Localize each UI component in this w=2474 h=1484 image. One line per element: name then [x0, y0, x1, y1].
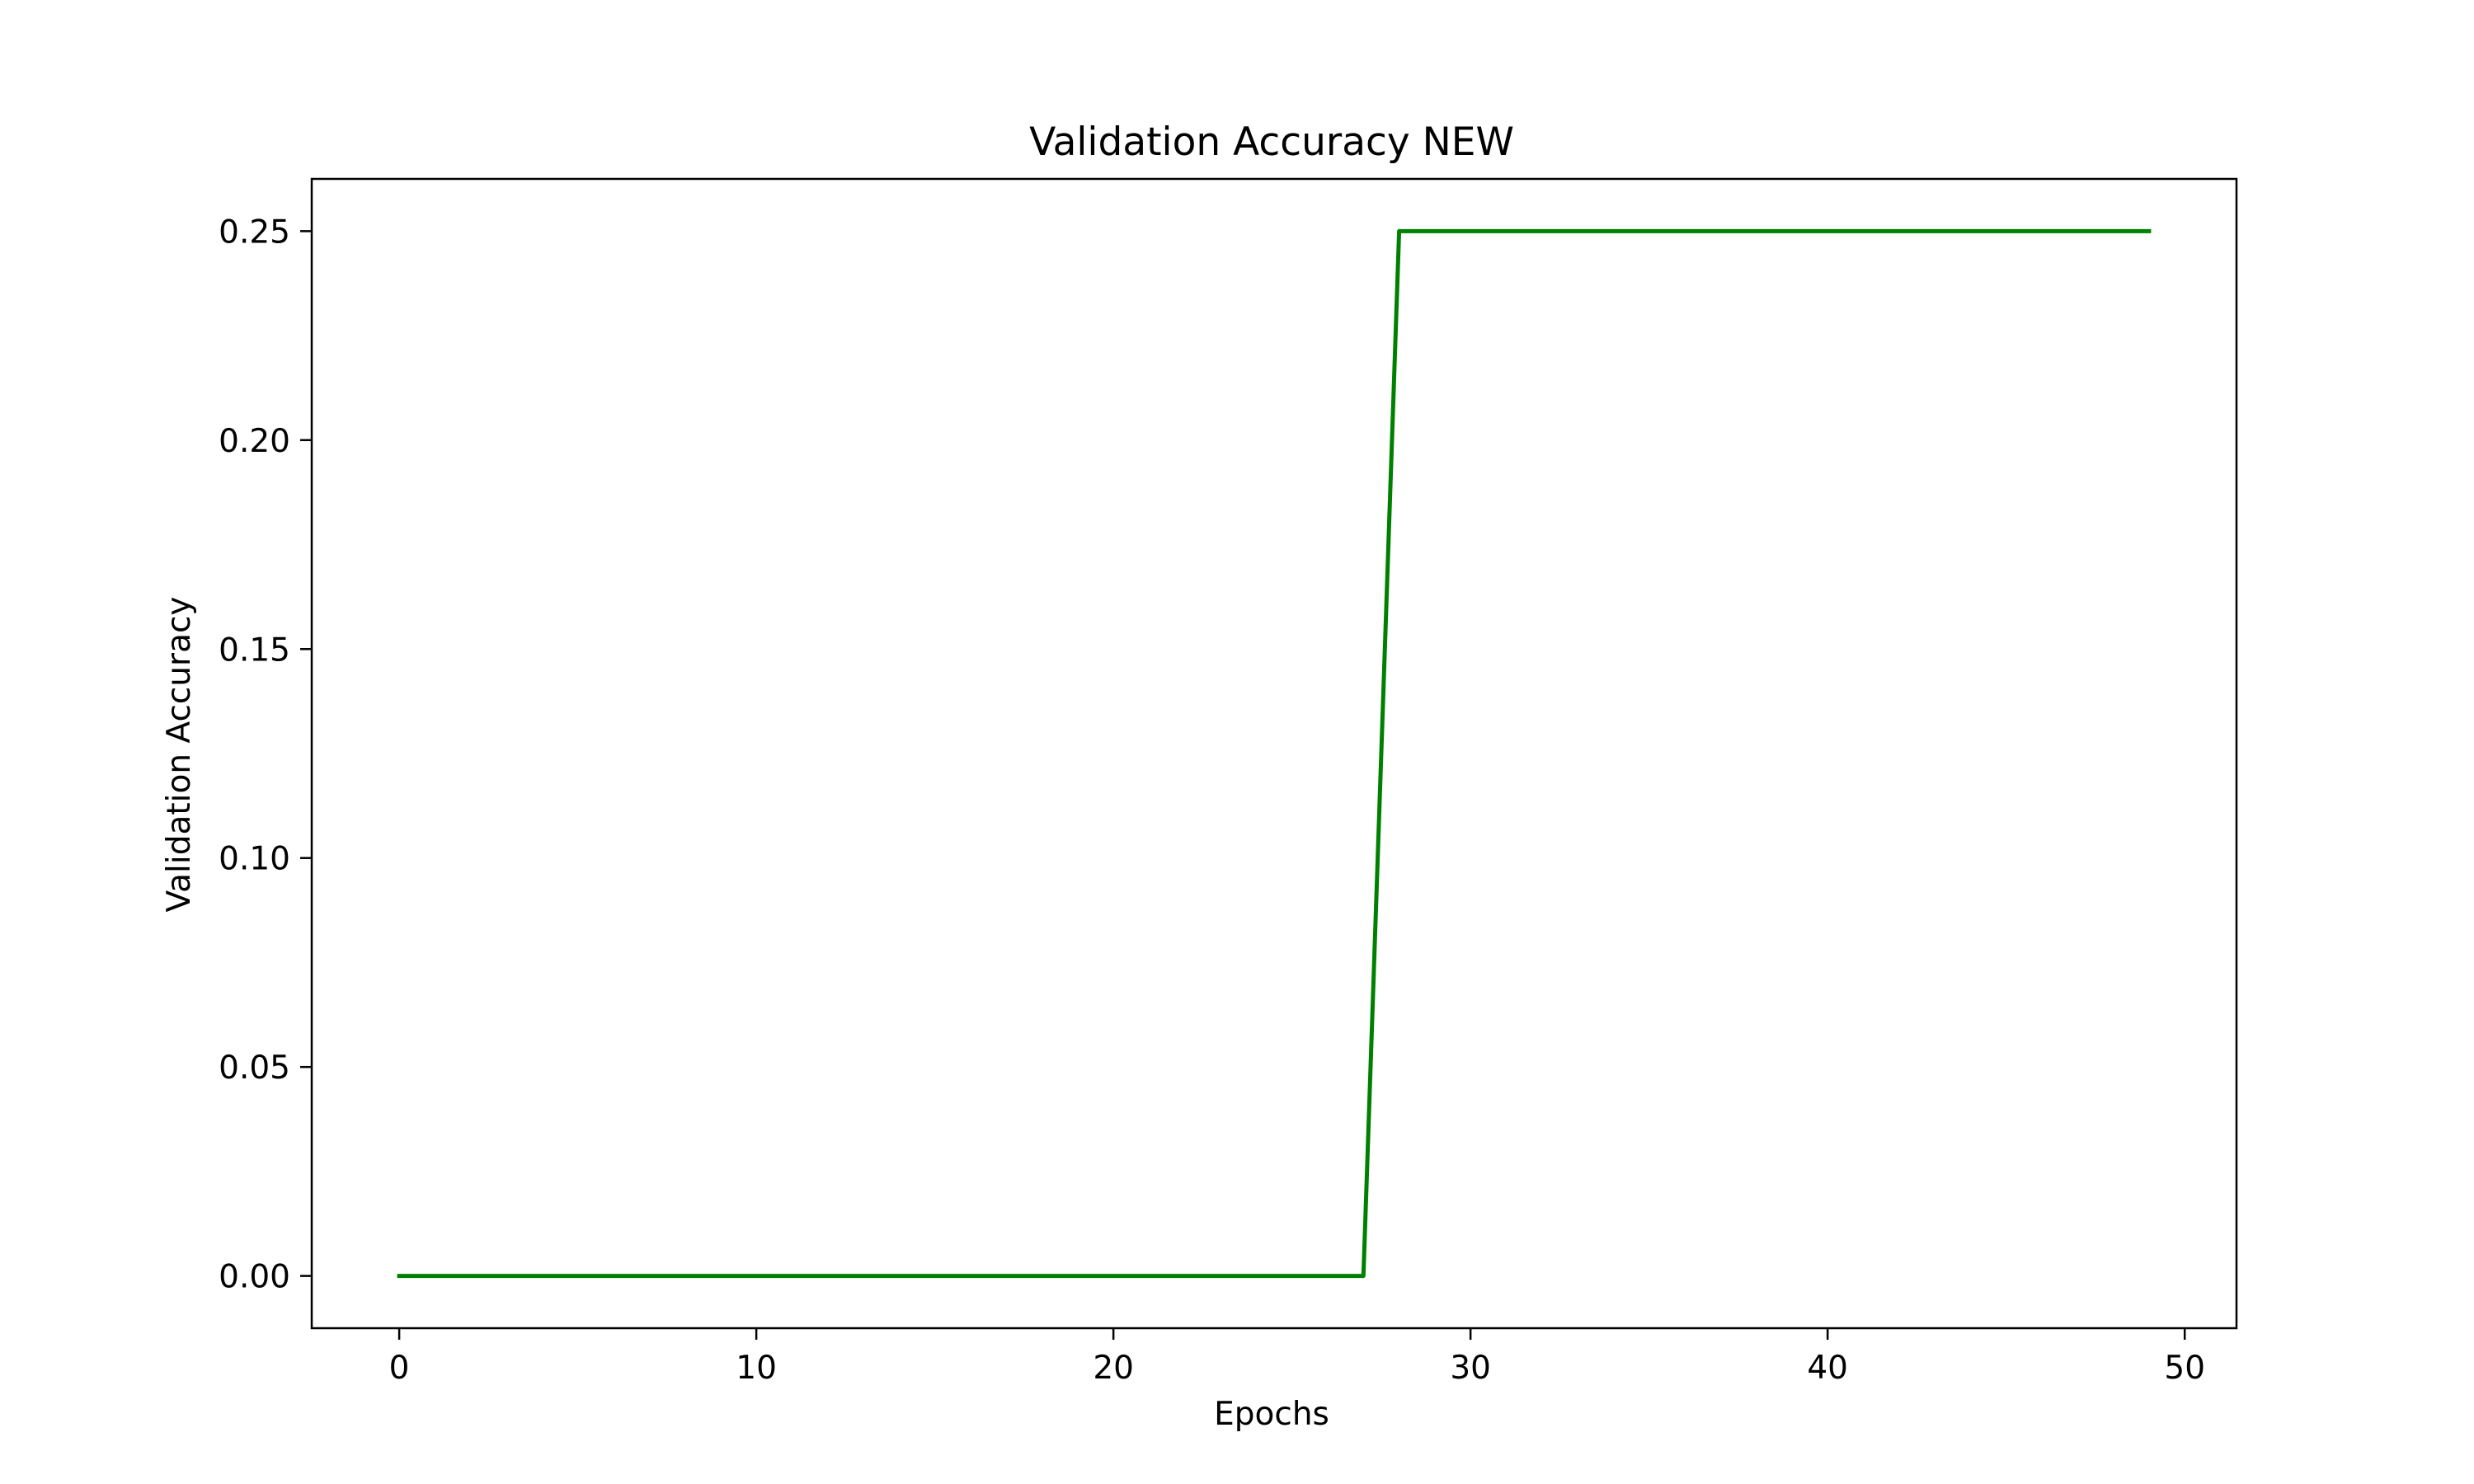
x-tick-label: 30: [1450, 1350, 1491, 1387]
series-line-0: [397, 228, 2152, 1279]
axes-frame: [310, 177, 2238, 1330]
x-tick-label: 10: [736, 1350, 777, 1387]
plot-area: [310, 177, 2238, 1330]
x-tick-label: 40: [1807, 1350, 1848, 1387]
y-tick-label: 0.15: [219, 632, 290, 669]
chart-title: Validation Accuracy NEW: [1029, 120, 1514, 165]
x-tick-label: 0: [389, 1350, 410, 1387]
x-tick-label: 20: [1093, 1350, 1134, 1387]
y-tick-label: 0.10: [219, 841, 290, 878]
y-tick-label: 0.00: [219, 1259, 290, 1296]
axis-ticks: 0 10 20 30 40 50 0.00 0.05 0.10 0.15 0.20 0.25: [219, 214, 2205, 1387]
x-tick-label: 50: [2164, 1350, 2205, 1387]
y-axis-label: Validation Accuracy: [161, 596, 198, 912]
y-tick-label: 0.20: [219, 423, 290, 460]
x-axis-label: Epochs: [1214, 1396, 1329, 1433]
y-tick-label: 0.05: [219, 1050, 290, 1087]
y-tick-label: 0.25: [219, 214, 290, 251]
